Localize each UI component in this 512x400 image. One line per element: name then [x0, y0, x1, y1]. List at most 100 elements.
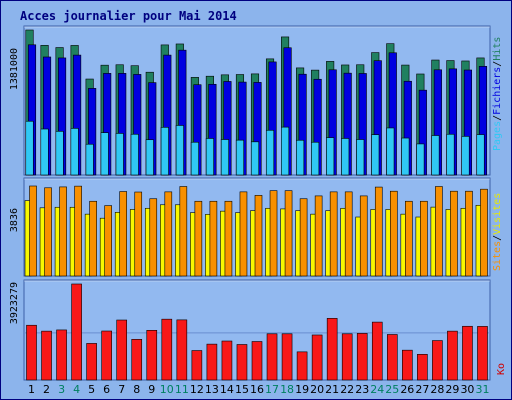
y-max-label-3: 3923279 — [9, 282, 20, 324]
bar-pages — [476, 134, 485, 176]
x-tick-label: 30 — [460, 383, 474, 396]
bar-pages — [401, 137, 410, 176]
x-tick-label: 28 — [430, 383, 444, 396]
legend-separator: / — [492, 235, 503, 241]
bar-pages — [190, 141, 199, 176]
x-tick-label: 6 — [103, 383, 110, 396]
bar-ko — [191, 350, 203, 381]
bar-pages — [386, 127, 395, 176]
bar-pages — [70, 128, 79, 176]
x-tick-label: 14 — [220, 383, 234, 396]
x-tick-label: 13 — [205, 383, 219, 396]
bar-ko — [432, 340, 443, 381]
legend-pages: Pages — [492, 121, 503, 151]
bar-visites — [374, 186, 383, 277]
bar-pages — [281, 126, 290, 176]
x-tick-label: 5 — [88, 383, 95, 396]
x-tick-label: 17 — [265, 383, 279, 396]
bar-visites — [104, 205, 112, 277]
bar-visites — [480, 188, 488, 277]
bar-visites — [29, 185, 37, 277]
bar-pages — [175, 125, 184, 176]
x-tick-label: 24 — [370, 383, 384, 396]
x-tick-label: 21 — [325, 383, 339, 396]
legend-2: Sites/Visites — [492, 193, 503, 271]
bar-pages — [85, 143, 94, 176]
bar-visites — [59, 186, 67, 277]
bar-pages — [130, 133, 139, 176]
x-tick-label: 4 — [73, 383, 80, 396]
bar-pages — [235, 139, 245, 176]
bar-visites — [194, 200, 203, 277]
bar-ko — [477, 326, 488, 381]
bar-ko — [251, 341, 263, 381]
bar-pages — [265, 129, 275, 176]
x-tick-label: 2 — [43, 383, 50, 396]
bar-ko — [161, 318, 173, 381]
bar-pages — [220, 139, 229, 176]
legend-separator: / — [492, 61, 503, 67]
bar-ko — [311, 334, 323, 381]
bar-visites — [74, 185, 82, 277]
x-tick-label: 29 — [445, 383, 459, 396]
bar-ko — [341, 333, 353, 381]
bar-visites — [450, 190, 458, 277]
bar-visites — [209, 200, 218, 277]
bar-ko — [41, 330, 52, 381]
bar-ko — [56, 329, 67, 381]
bar-visites — [134, 191, 143, 277]
bar-ko — [462, 325, 473, 381]
bar-pages — [431, 135, 440, 176]
bar-visites — [344, 191, 353, 277]
bar-ko — [131, 339, 143, 381]
bar-visites — [254, 195, 263, 277]
bar-visites — [239, 191, 248, 277]
bar-visites — [359, 195, 368, 277]
bar-pages — [55, 131, 64, 176]
bar-pages — [311, 141, 320, 176]
y-max-label-1: 1381000 — [9, 48, 20, 90]
x-tick-label: 18 — [280, 383, 294, 396]
bar-ko — [371, 321, 383, 381]
bar-ko — [71, 283, 82, 381]
bar-ko — [176, 319, 188, 381]
bar-ko — [221, 340, 233, 381]
x-tick-label: 1 — [28, 383, 35, 396]
bar-ko — [116, 319, 128, 381]
y-max-label-2: 3836 — [9, 208, 20, 232]
bar-ko — [281, 333, 293, 381]
x-tick-label: 20 — [310, 383, 324, 396]
bar-visites — [269, 190, 278, 277]
bar-visites — [44, 187, 52, 277]
x-tick-label: 9 — [148, 383, 155, 396]
bar-visites — [420, 200, 428, 277]
x-tick-label: 15 — [235, 383, 249, 396]
x-tick-label: 27 — [415, 383, 429, 396]
bar-visites — [179, 186, 188, 277]
bar-pages — [100, 132, 109, 176]
bar-visites — [299, 198, 308, 277]
bar-pages — [160, 127, 169, 176]
x-tick-label: 8 — [133, 383, 140, 396]
bar-pages — [371, 134, 380, 176]
x-tick-label: 19 — [295, 383, 309, 396]
bar-visites — [405, 200, 413, 277]
bar-ko — [447, 330, 458, 381]
x-tick-label: 7 — [118, 383, 125, 396]
bar-ko — [206, 343, 218, 381]
bar-visites — [435, 186, 443, 277]
bar-pages — [326, 137, 335, 176]
bar-pages — [341, 138, 350, 176]
bar-visites — [389, 190, 398, 277]
x-tick-label: 25 — [385, 383, 399, 396]
legend-1: Pages/Fichiers/Hits — [492, 37, 503, 151]
bar-visites — [119, 191, 128, 277]
bar-pages — [446, 133, 455, 176]
bar-pages — [356, 139, 365, 176]
x-tick-label: 31 — [475, 383, 489, 396]
bar-visites — [89, 200, 97, 277]
bar-ko — [417, 354, 428, 381]
x-tick-label: 23 — [355, 383, 369, 396]
bar-ko — [86, 343, 97, 381]
